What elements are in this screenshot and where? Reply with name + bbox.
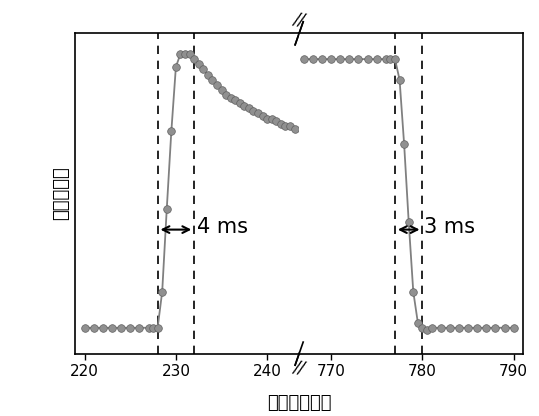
- Y-axis label: 归一化强度: 归一化强度: [52, 166, 70, 220]
- Text: //: //: [292, 358, 306, 377]
- Text: 4 ms: 4 ms: [197, 217, 248, 237]
- Text: 时间（毫秒）: 时间（毫秒）: [267, 394, 331, 412]
- Text: //: //: [292, 10, 306, 29]
- Text: 3 ms: 3 ms: [424, 217, 475, 237]
